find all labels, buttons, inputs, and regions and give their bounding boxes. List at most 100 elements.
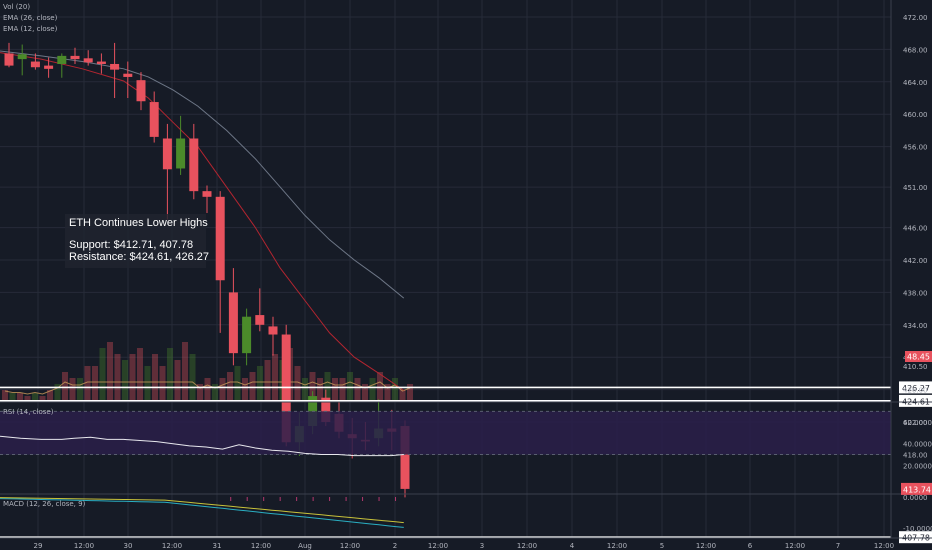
macd-signal-line bbox=[0, 497, 404, 524]
candle-down bbox=[136, 80, 146, 102]
candle-up bbox=[176, 138, 186, 169]
ema26-line bbox=[0, 50, 405, 299]
x-tick-label: 12:00 bbox=[428, 542, 448, 550]
candle-up bbox=[57, 55, 67, 64]
volume-ma-line bbox=[4, 381, 411, 395]
volume-bar bbox=[189, 354, 196, 402]
volume-bar bbox=[399, 390, 406, 402]
volume-tag-text: 48.45 bbox=[907, 353, 930, 362]
volume-bar bbox=[407, 384, 413, 402]
volume-bar bbox=[392, 378, 398, 402]
volume-bar bbox=[197, 384, 203, 402]
ema26-indicator-label[interactable]: EMA (26, close) bbox=[3, 14, 58, 22]
candle-down bbox=[268, 326, 278, 335]
y-tick-label: 434.00 bbox=[903, 322, 928, 330]
ema12-indicator-label[interactable]: EMA (12, close) bbox=[3, 25, 58, 33]
rsi-tick-label: 20.0000 bbox=[903, 462, 932, 470]
level-tag bbox=[899, 381, 932, 394]
candle-down bbox=[30, 61, 40, 68]
x-tick-label: 2 bbox=[393, 542, 397, 550]
price-tag bbox=[901, 482, 932, 495]
candle-down bbox=[255, 315, 265, 325]
volume-bar bbox=[174, 360, 181, 402]
volume-tag bbox=[905, 351, 932, 362]
volume-bar bbox=[2, 390, 8, 402]
volume-bar bbox=[47, 390, 53, 402]
volume-bar bbox=[99, 348, 106, 402]
candle-down bbox=[4, 53, 14, 66]
ema-lines bbox=[0, 50, 405, 391]
volume-bar bbox=[144, 366, 151, 402]
level-tag bbox=[899, 531, 932, 544]
candle-down bbox=[96, 61, 106, 64]
volume-bar bbox=[17, 393, 23, 402]
y-tick-label: 442.00 bbox=[903, 257, 928, 265]
volume-bar bbox=[122, 360, 128, 402]
x-tick-label: 7 bbox=[836, 542, 840, 550]
macd-pane: 0.0000 -10.0000 bbox=[0, 494, 932, 533]
y-tick-label: 460.00 bbox=[903, 111, 928, 119]
volume-bar bbox=[32, 393, 38, 402]
annotation-resistance: Resistance: $424.61, 426.27 bbox=[69, 251, 210, 263]
volume-bar bbox=[384, 384, 391, 402]
candle-down bbox=[83, 58, 93, 63]
volume-bar bbox=[114, 354, 121, 402]
x-tick-label: 3 bbox=[480, 542, 484, 550]
x-tick-label: 12:00 bbox=[696, 542, 716, 550]
x-tick-label: 12:00 bbox=[874, 542, 894, 550]
rsi-indicator-label[interactable]: RSI (14, close) bbox=[3, 408, 54, 416]
volume-bar bbox=[264, 360, 271, 402]
volume-bar bbox=[182, 342, 188, 402]
candle-down bbox=[228, 292, 238, 354]
rsi-tick-label: 40.0000 bbox=[903, 441, 932, 449]
x-tick-label: 30 bbox=[124, 542, 133, 550]
x-tick-label: 12:00 bbox=[785, 542, 805, 550]
x-tick-label: 4 bbox=[570, 542, 575, 550]
volume-bar bbox=[107, 342, 113, 402]
y-tick-label: 410.50 bbox=[903, 363, 928, 371]
y-tick-label: 446.00 bbox=[903, 225, 928, 233]
volume-bar bbox=[369, 378, 376, 402]
volume-bar bbox=[159, 366, 166, 402]
y-tick-label: 468.00 bbox=[903, 46, 928, 54]
y-tick-label: 451.00 bbox=[903, 184, 928, 192]
y-tick-label: 472.00 bbox=[903, 14, 928, 22]
volume-bar bbox=[354, 378, 361, 402]
volume-bar bbox=[294, 366, 301, 402]
volume-bar bbox=[204, 378, 211, 402]
candle-up bbox=[242, 316, 252, 354]
y-tick-label: 456.00 bbox=[903, 144, 928, 152]
x-tick-label: 12:00 bbox=[162, 542, 182, 550]
rsi-tick-label: 60.0000 bbox=[903, 419, 932, 427]
volume-bar bbox=[242, 378, 248, 402]
volume-bar bbox=[137, 348, 143, 402]
volume-bar bbox=[234, 366, 241, 402]
volume-bar bbox=[219, 378, 226, 402]
volume-bar bbox=[272, 354, 278, 402]
volume-bar bbox=[69, 378, 76, 402]
volume-bar bbox=[24, 396, 31, 402]
x-tick-label: 31 bbox=[213, 542, 222, 550]
price-tag-text: 413.74 bbox=[903, 485, 931, 494]
x-tick-label: 12:00 bbox=[340, 542, 360, 550]
volume-bar bbox=[54, 384, 61, 402]
annotation-support: Support: $412.71, 407.78 bbox=[69, 239, 194, 251]
macd-indicator-label[interactable]: MACD (12, 26, close, 9) bbox=[3, 500, 86, 508]
volume-bar bbox=[77, 378, 83, 402]
candle-down bbox=[149, 102, 159, 137]
rsi-band bbox=[0, 411, 891, 455]
candle-up bbox=[17, 54, 27, 60]
candle-down bbox=[70, 55, 80, 60]
volume-bar bbox=[39, 396, 46, 402]
macd-tick-label: 0.0000 bbox=[903, 494, 928, 502]
x-tick-label: 5 bbox=[660, 542, 664, 550]
candle-down bbox=[202, 191, 212, 197]
vol-indicator-label[interactable]: Vol (20) bbox=[3, 3, 31, 11]
y-tick-label: 464.00 bbox=[903, 79, 928, 87]
x-tick-label: 12:00 bbox=[251, 542, 271, 550]
volume-bar bbox=[84, 366, 91, 402]
chart-annotation[interactable]: ETH Continues Lower Highs Support: $412.… bbox=[65, 214, 210, 268]
x-tick-label: 12:00 bbox=[517, 542, 537, 550]
